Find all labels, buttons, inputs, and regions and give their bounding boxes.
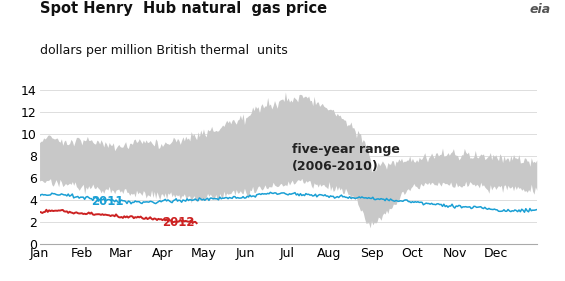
Text: 2011: 2011 <box>92 195 124 208</box>
Text: eia: eia <box>530 3 551 16</box>
Text: five-year range
(2006-2010): five-year range (2006-2010) <box>292 143 400 173</box>
Text: 2012: 2012 <box>163 216 195 229</box>
Text: dollars per million British thermal  units: dollars per million British thermal unit… <box>40 44 287 56</box>
Text: Spot Henry  Hub natural  gas price: Spot Henry Hub natural gas price <box>40 1 327 16</box>
